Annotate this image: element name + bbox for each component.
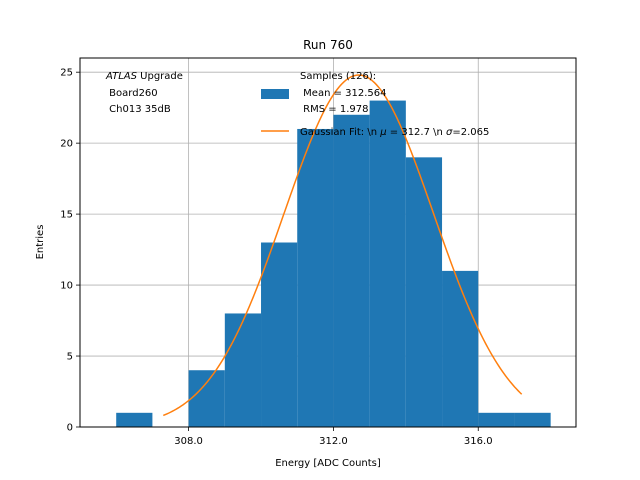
legend-fit-label: Gaussian Fit: \n μ = 312.7 \n σ=2.065 (300, 127, 489, 138)
histogram-bar (224, 313, 262, 427)
legend-fit-mu-value: = 312.7 \n (387, 127, 446, 138)
histogram-bars (116, 100, 551, 428)
y-tick-label: 5 (67, 352, 73, 363)
gaussian-fit-curve (162, 74, 523, 417)
board-label: Board260 (106, 88, 158, 99)
legend-fit-mu: μ (379, 127, 386, 138)
atlas-label: ATLAS Upgrade (105, 71, 183, 82)
histogram-bar (333, 114, 370, 428)
histogram-bar (297, 128, 334, 427)
legend: Samples (126): Mean = 312.564 RMS = 1.97… (261, 71, 489, 138)
atlas-annotation: ATLAS Upgrade Board260 Ch013 35dB (105, 71, 183, 115)
legend-hist-line-1: Samples (126): (300, 71, 376, 82)
y-tick-label: 25 (60, 68, 73, 79)
x-tick-label: 316.0 (464, 436, 493, 447)
gaussian-fit-layer (162, 74, 523, 417)
y-axis-label: Entries (35, 225, 46, 260)
histogram-bar (478, 412, 515, 427)
y-tick-label: 10 (60, 281, 73, 292)
channel-label: Ch013 35dB (106, 104, 171, 115)
legend-fit-prefix: Gaussian Fit: \n (300, 127, 380, 138)
atlas-italic-text: ATLAS (105, 71, 138, 82)
legend-hist-line-2: Mean = 312.564 (300, 88, 387, 99)
legend-fit-sigma: σ (446, 127, 453, 138)
y-tick-label: 20 (60, 139, 73, 150)
axis-ticks: 308.0 312.0 316.0 0 5 10 15 20 25 (60, 68, 492, 447)
x-tick-label: 312.0 (319, 436, 348, 447)
x-tick-label: 308.0 (174, 436, 203, 447)
histogram-bar (442, 270, 479, 427)
histogram-bar (261, 242, 298, 427)
legend-hist-swatch (261, 89, 289, 99)
histogram-bar (188, 370, 225, 427)
y-tick-label: 0 (67, 423, 73, 434)
y-tick-label: 15 (60, 210, 73, 221)
histogram-bar (405, 157, 443, 427)
histogram-bar (514, 412, 551, 427)
legend-hist-line-3: RMS = 1.978 (300, 104, 368, 115)
histogram-bar (116, 412, 153, 427)
legend-fit-sigma-value: =2.065 (452, 127, 489, 138)
histogram-bar (369, 100, 406, 428)
x-axis-label: Energy [ADC Counts] (275, 458, 381, 469)
chart-title: Run 760 (303, 38, 353, 52)
plot-frame (79, 57, 577, 428)
atlas-upgrade-text: Upgrade (137, 71, 183, 82)
